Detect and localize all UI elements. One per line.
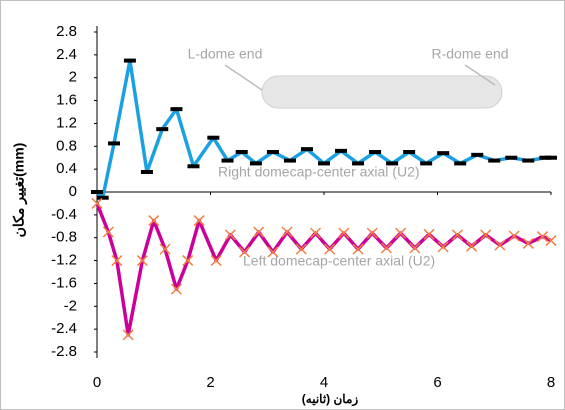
marker bbox=[352, 161, 365, 166]
marker bbox=[494, 239, 506, 251]
marker bbox=[108, 141, 121, 146]
x-tick-label: 8 bbox=[547, 374, 555, 391]
marker bbox=[91, 190, 103, 194]
capsule bbox=[261, 75, 503, 109]
marker bbox=[409, 242, 421, 254]
marker bbox=[249, 161, 262, 166]
marker bbox=[193, 215, 205, 227]
y-tick-label: -2.8 bbox=[51, 343, 77, 360]
y-tick-label: 0.8 bbox=[56, 137, 77, 154]
marker bbox=[437, 151, 450, 156]
marker bbox=[366, 227, 378, 239]
marker bbox=[148, 215, 160, 227]
marker bbox=[309, 227, 322, 239]
marker bbox=[338, 227, 350, 239]
marker bbox=[267, 246, 279, 258]
marker bbox=[395, 227, 407, 239]
annotation: R-dome end bbox=[431, 46, 508, 62]
marker bbox=[471, 152, 484, 157]
marker bbox=[96, 195, 109, 200]
marker bbox=[369, 150, 382, 154]
arrow bbox=[224, 64, 263, 91]
marker bbox=[403, 150, 416, 154]
x-tick-label: 2 bbox=[206, 374, 214, 391]
marker bbox=[187, 164, 200, 169]
marker bbox=[480, 229, 492, 241]
marker bbox=[281, 226, 293, 238]
y-tick-label: 0.4 bbox=[56, 160, 77, 177]
marker bbox=[386, 161, 399, 166]
y-tick-label: -2.4 bbox=[51, 320, 77, 337]
y-axis-label: تغییر مکان(mm) bbox=[11, 143, 28, 238]
marker bbox=[318, 161, 330, 166]
y-tick-label: -0.8 bbox=[51, 229, 77, 246]
y-tick-label: -2 bbox=[64, 297, 77, 314]
marker bbox=[266, 150, 279, 154]
marker bbox=[122, 329, 134, 341]
marker bbox=[423, 228, 435, 240]
marker bbox=[207, 135, 220, 140]
marker bbox=[505, 155, 518, 160]
y-tick-label: 1.2 bbox=[56, 114, 77, 131]
x-tick-label: 4 bbox=[320, 374, 328, 391]
marker bbox=[140, 170, 153, 174]
marker bbox=[182, 255, 194, 267]
marker bbox=[253, 226, 265, 238]
marker bbox=[352, 243, 364, 255]
marker bbox=[210, 255, 222, 267]
y-tick-label: -0.4 bbox=[51, 206, 77, 223]
marker bbox=[522, 158, 535, 163]
marker bbox=[437, 241, 449, 253]
x-tick-label: 0 bbox=[93, 374, 101, 391]
arrow bbox=[464, 64, 496, 86]
annotation: L-dome end bbox=[188, 46, 263, 62]
marker bbox=[239, 246, 251, 258]
marker bbox=[300, 147, 313, 152]
marker bbox=[451, 229, 463, 241]
marker bbox=[156, 127, 169, 132]
marker bbox=[224, 229, 236, 241]
marker bbox=[91, 197, 103, 209]
marker bbox=[380, 242, 392, 254]
marker bbox=[488, 158, 501, 163]
x-axis-label: زمان (ثانیه) bbox=[302, 392, 359, 407]
marker bbox=[466, 240, 478, 252]
y-tick-label: 2 bbox=[69, 69, 77, 86]
marker bbox=[170, 283, 182, 295]
x-tick-label: 6 bbox=[433, 374, 441, 391]
marker bbox=[136, 255, 148, 267]
marker bbox=[324, 243, 336, 255]
marker bbox=[235, 150, 248, 154]
marker bbox=[159, 243, 171, 255]
marker bbox=[295, 243, 307, 255]
marker bbox=[545, 235, 557, 247]
y-tick-label: -1.2 bbox=[51, 252, 77, 269]
annotation: Right domecap-center axial (U2) bbox=[218, 164, 420, 180]
marker bbox=[522, 237, 534, 249]
y-tick-label: 0 bbox=[69, 183, 77, 200]
y-tick-label: 2.4 bbox=[56, 46, 77, 63]
marker bbox=[536, 231, 549, 243]
marker bbox=[508, 230, 520, 242]
marker bbox=[123, 58, 136, 63]
annotation: Left domecap-center axial (U2) bbox=[243, 253, 435, 269]
marker bbox=[170, 107, 183, 112]
y-tick-label: 2.8 bbox=[56, 23, 77, 40]
marker bbox=[111, 255, 123, 267]
y-tick-label: -1.6 bbox=[51, 274, 77, 291]
marker bbox=[221, 158, 234, 163]
marker bbox=[283, 158, 296, 163]
marker bbox=[420, 161, 433, 166]
marker bbox=[545, 155, 557, 160]
y-tick-label: 1.6 bbox=[56, 92, 77, 109]
marker bbox=[335, 148, 348, 153]
marker bbox=[102, 226, 114, 238]
marker bbox=[454, 161, 467, 166]
